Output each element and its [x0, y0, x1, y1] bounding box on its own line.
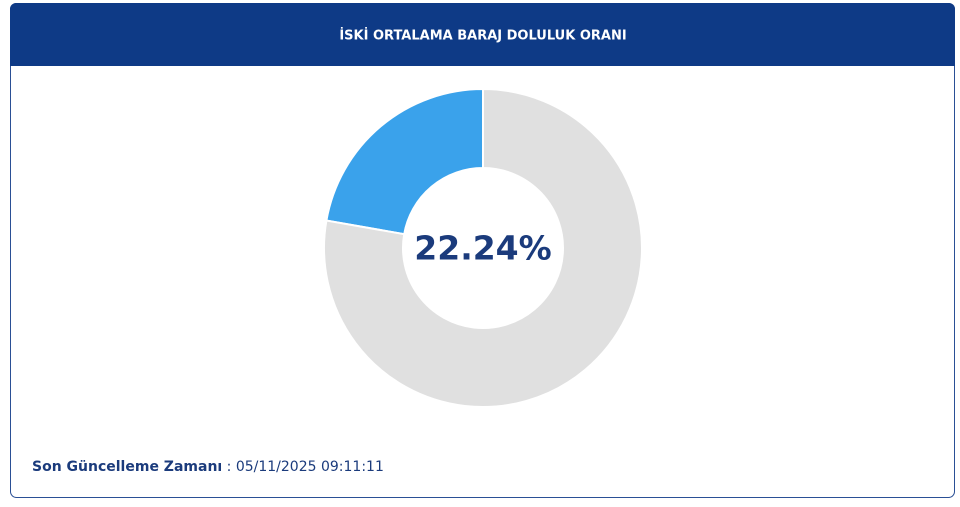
donut-segment	[323, 87, 643, 408]
footer-value: : 05/11/2025 09:11:11	[227, 459, 384, 475]
chart-title: İSKİ ORTALAMA BARAJ DOLULUK ORANI	[339, 28, 626, 44]
footer-label: Son Güncelleme Zamanı	[32, 459, 222, 475]
footer: Son Güncelleme Zamanı : 05/11/2025 09:11…	[32, 459, 384, 475]
donut-segment	[325, 87, 484, 236]
donut	[323, 87, 643, 408]
center-value-label: 22.24%	[414, 229, 551, 268]
card-header	[10, 3, 955, 66]
